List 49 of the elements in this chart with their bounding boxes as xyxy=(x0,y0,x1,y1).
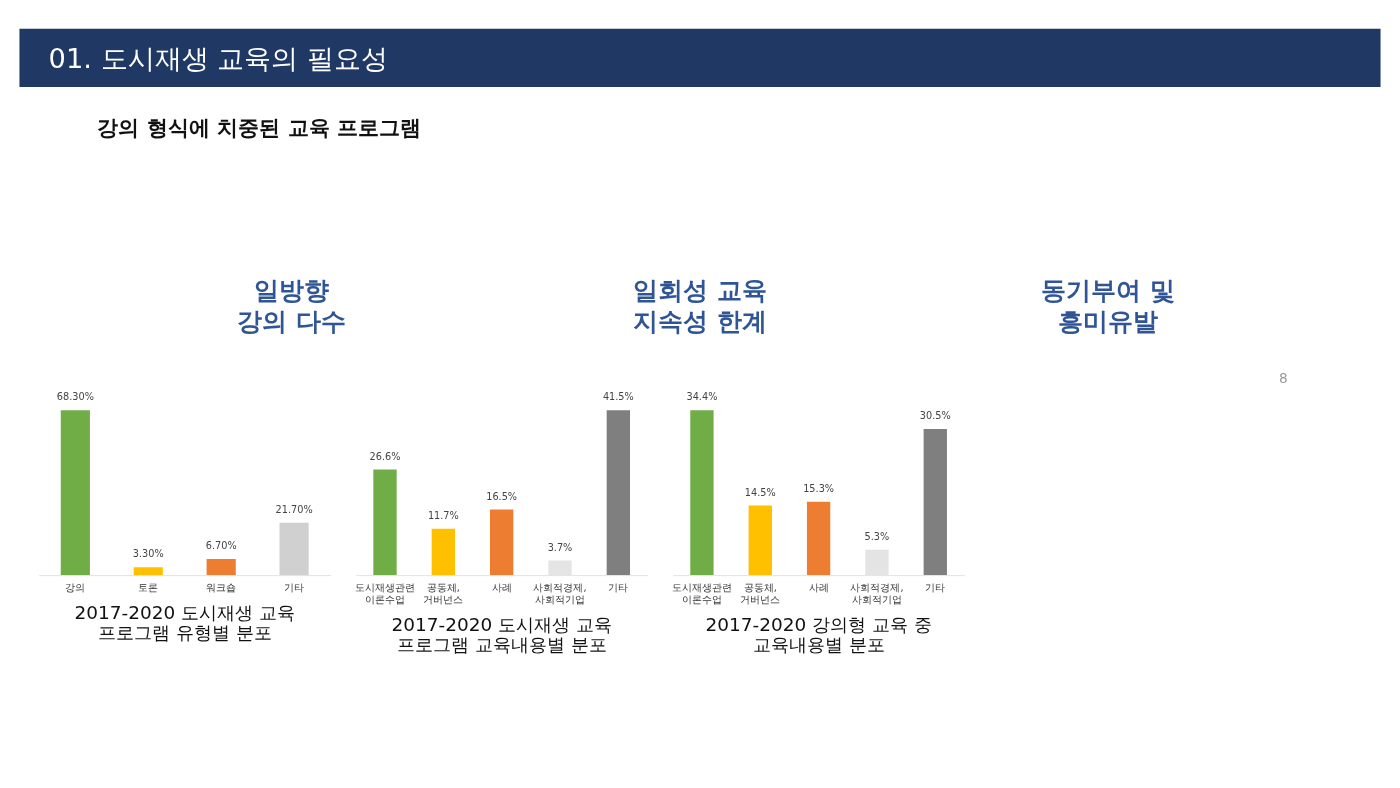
bar xyxy=(748,505,772,576)
data-label: 41.5% xyxy=(602,391,634,403)
data-label: 26.6% xyxy=(369,450,401,462)
x-tick-label: 사례 xyxy=(808,582,829,594)
text: 2017-2020 도시재생 교육 프로그램 교육내용별 분포 xyxy=(391,613,612,655)
bar xyxy=(373,469,397,576)
bar xyxy=(206,558,236,576)
data-label: 68.30% xyxy=(56,391,94,403)
data-label: 34.4% xyxy=(686,391,718,403)
bar xyxy=(923,428,947,576)
data-label: 16.5% xyxy=(486,490,518,502)
data-label: 3.30% xyxy=(132,548,164,560)
data-label: 30.5% xyxy=(919,410,951,422)
data-label: 11.7% xyxy=(427,509,459,521)
data-label: 3.7% xyxy=(547,541,573,553)
x-tick-label: 사례 xyxy=(491,582,512,594)
x-tick-label: 사회적경제, 사회적기업 xyxy=(533,582,587,605)
text: 8 xyxy=(1279,369,1288,386)
bar xyxy=(431,528,455,576)
bar xyxy=(133,567,163,576)
bar xyxy=(60,410,90,576)
text: 2017-2020 도시재생 교육 프로그램 유형별 분포 xyxy=(74,601,295,644)
data-label: 21.70% xyxy=(275,504,313,515)
data-label: 14.5% xyxy=(744,486,776,498)
text: 일회성 교육 지속성 한계 xyxy=(633,276,767,337)
bar xyxy=(690,410,714,576)
x-tick-label: 워크숍 xyxy=(206,582,237,594)
text: 동기부여 및 흥미유발 xyxy=(1041,276,1176,337)
bar xyxy=(606,410,630,576)
data-label: 5.3% xyxy=(864,530,890,542)
data-label: 6.70% xyxy=(205,540,237,552)
text: 일방향 강의 다수 xyxy=(237,276,347,337)
x-tick-label: 공동체, 거버넌스 xyxy=(423,582,464,605)
x-tick-label: 사회적경제, 사회적기업 xyxy=(850,582,904,605)
text: 2017-2020 강의형 교육 중 교육내용별 분포 xyxy=(705,613,932,655)
x-tick-label: 토론 xyxy=(138,582,159,594)
data-label: 15.3% xyxy=(803,483,835,495)
x-tick-label: 기타 xyxy=(284,582,305,594)
bar xyxy=(806,501,831,576)
x-tick-label: 도시재생관련 이론수업 xyxy=(355,582,415,605)
x-tick-label: 공동체, 거버넌스 xyxy=(740,582,781,605)
x-tick-label: 강의 xyxy=(65,582,86,594)
text: 강의 형식에 치중된 교육 프로그램 xyxy=(97,114,421,140)
text: 01. 도시재생 교육의 필요성 xyxy=(48,42,388,74)
x-tick-label: 도시재생관련 이론수업 xyxy=(671,582,732,605)
bar xyxy=(490,509,514,576)
x-tick-label: 기타 xyxy=(608,582,629,594)
bar xyxy=(279,522,309,576)
x-tick-label: 기타 xyxy=(925,582,946,594)
